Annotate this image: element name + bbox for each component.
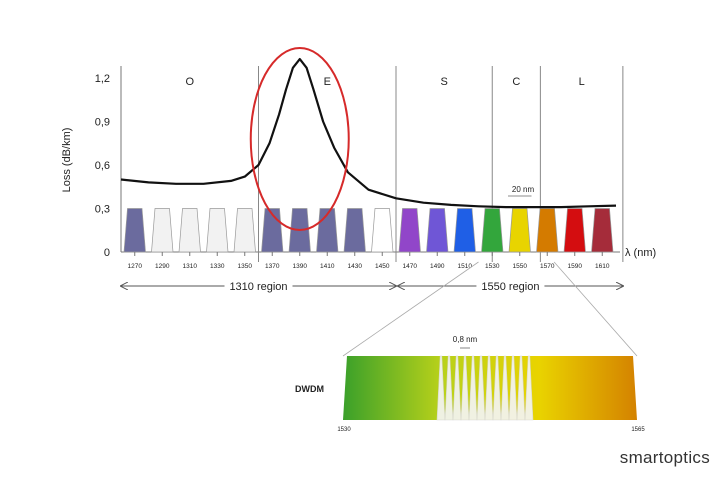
channel-1450 [371,208,394,253]
dwdm-channel-slot [516,355,526,421]
zoom-line-left [342,261,479,357]
channel-1350 [233,208,256,253]
channel-1310 [178,208,201,253]
x-axis-label: λ (nm) [625,247,656,259]
x-tick-label: 1370 [265,263,280,270]
x-tick-label: 1450 [375,263,390,270]
channel-1510 [453,208,476,253]
x-tick-label: 1310 [183,263,198,270]
dwdm-channel-slot [436,355,446,421]
x-tick-label: 1470 [403,263,418,270]
channel-1550 [508,208,531,253]
region-label: 1550 region [481,281,539,293]
x-tick-label: 1510 [458,263,473,270]
dwdm-channel-slot [492,355,502,421]
region-label: 1310 region [229,281,287,293]
dwdm-channel-slot [524,355,534,421]
band-label-s: S [440,76,447,88]
channel-1570 [536,208,559,253]
x-tick-label: 1430 [348,263,363,270]
channel-1430 [343,208,366,253]
channel-1270 [123,208,146,253]
dwdm-channel-slot [452,355,462,421]
y-tick-label: 0 [104,247,110,259]
dwdm-channel-slot [444,355,454,421]
loss-curve [120,58,617,209]
channel-1530 [481,208,504,253]
dwdm-channel-slot [508,355,518,421]
band-label-o: O [185,76,194,88]
x-tick-label: 1590 [568,263,583,270]
y-tick-label: 0,3 [95,204,110,216]
y-axis-label: Loss (dB/km) [61,128,73,193]
y-tick-label: 1,2 [95,73,110,85]
dwdm-start-label: 1530 [337,427,351,433]
x-tick-label: 1290 [155,263,170,270]
dwdm-end-label: 1565 [631,427,645,433]
brand-logo: smartoptics [619,448,710,467]
channel-1330 [206,208,229,253]
dwdm-channel-slot [468,355,478,421]
x-tick-label: 1270 [128,263,143,270]
channel-1490 [426,208,449,253]
zoom-line-right [553,261,638,357]
y-tick-label: 0,9 [95,117,110,129]
dwdm-label: DWDM [295,384,324,394]
x-tick-label: 1390 [293,263,308,270]
water-peak-highlight [249,47,350,231]
dwdm-channel-slot [484,355,494,421]
x-tick-label: 1530 [485,263,500,270]
x-tick-label: 1330 [210,263,225,270]
dwdm-spacing-label: 0,8 nm [453,335,478,344]
x-tick-label: 1610 [595,263,610,270]
x-tick-label: 1350 [238,263,253,270]
channel-1290 [151,208,174,253]
x-tick-label: 1550 [513,263,528,270]
x-tick-label: 1570 [540,263,555,270]
band-label-l: L [579,76,585,88]
band-label-e: E [324,76,331,88]
dwdm-channel-slot [500,355,510,421]
y-tick-label: 0,6 [95,160,110,172]
channel-1610 [591,208,614,253]
x-tick-label: 1410 [320,263,335,270]
dwdm-channel-slot [476,355,486,421]
band-label-c: C [512,76,520,88]
channel-1590 [563,208,586,253]
dwdm-channel-slot [460,355,470,421]
channel-1470 [398,208,421,253]
x-tick-label: 1490 [430,263,445,270]
cwdm-spacing-label: 20 nm [512,185,535,194]
